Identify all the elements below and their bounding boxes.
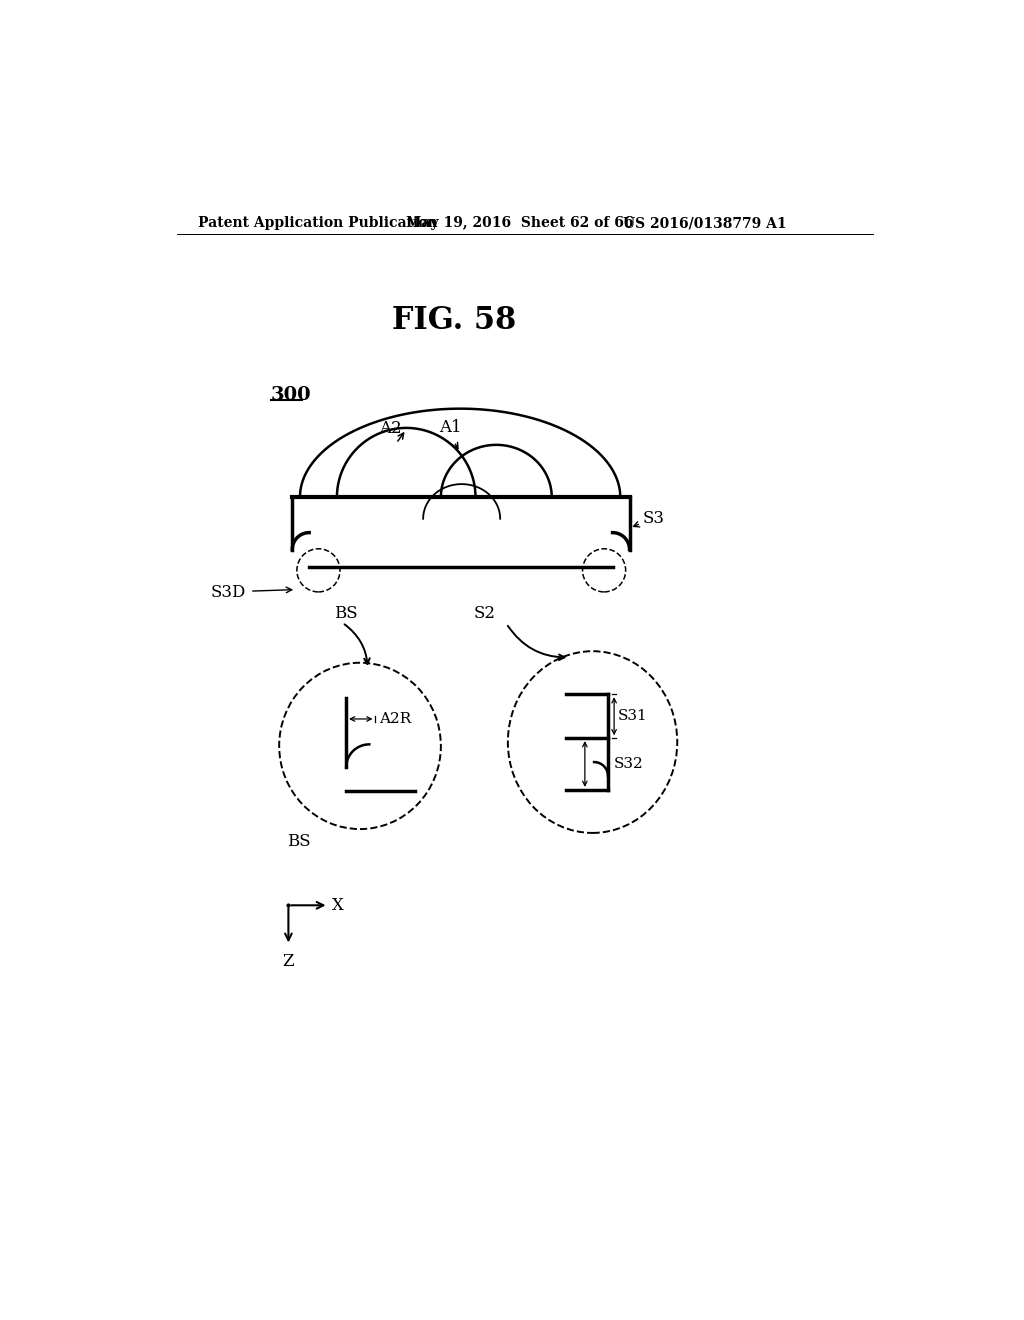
Text: Z: Z: [283, 953, 294, 970]
Text: FIG. 58: FIG. 58: [392, 305, 516, 335]
Text: May 19, 2016  Sheet 62 of 66: May 19, 2016 Sheet 62 of 66: [407, 216, 634, 230]
Text: A1: A1: [439, 418, 462, 436]
Text: S31: S31: [617, 709, 648, 723]
Text: BS: BS: [334, 605, 357, 622]
Text: 300: 300: [270, 387, 311, 404]
Text: Patent Application Publication: Patent Application Publication: [199, 216, 438, 230]
Text: BS: BS: [287, 833, 310, 850]
Text: S2: S2: [474, 605, 496, 622]
Text: S3D: S3D: [211, 585, 246, 601]
Text: X: X: [333, 896, 344, 913]
Text: A2R: A2R: [379, 711, 412, 726]
Text: S3: S3: [643, 511, 665, 527]
Text: S32: S32: [614, 756, 644, 771]
Text: US 2016/0138779 A1: US 2016/0138779 A1: [624, 216, 787, 230]
Text: A2: A2: [380, 420, 402, 437]
